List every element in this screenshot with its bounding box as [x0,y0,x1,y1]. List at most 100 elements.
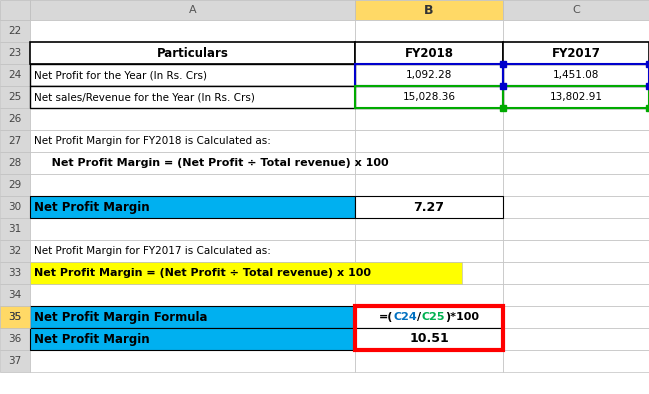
Bar [30,20,355,42]
Text: 30: 30 [8,202,21,212]
Bar [30,42,355,64]
Bar [503,306,649,328]
Bar [0,174,30,196]
Bar [30,64,355,86]
Bar [355,262,503,284]
Bar [503,20,649,42]
Bar [30,196,355,218]
Bar [355,86,503,108]
Text: 32: 32 [8,246,21,256]
Bar [503,108,649,130]
Bar [0,328,30,350]
Bar [30,262,355,284]
Text: 24: 24 [8,70,21,80]
Bar [355,284,503,306]
Bar [503,42,649,64]
Bar [503,86,649,108]
Bar [355,328,503,350]
Text: C25: C25 [421,312,445,322]
Text: Net Profit Margin = (Net Profit ÷ Total revenue) x 100: Net Profit Margin = (Net Profit ÷ Total … [40,158,389,168]
Bar [503,86,649,108]
Bar [0,86,30,108]
Bar [30,152,355,174]
Bar [503,350,649,372]
Bar [503,152,649,174]
Bar [355,42,503,64]
Bar [0,42,30,64]
Bar [0,152,30,174]
Bar [503,130,649,152]
Bar [355,328,503,350]
Text: Net Profit Margin: Net Profit Margin [34,333,150,346]
Bar [30,350,355,372]
Bar [503,240,649,262]
Text: 10.51: 10.51 [409,333,449,346]
Bar [355,306,503,328]
Bar [0,130,30,152]
Bar [355,350,503,372]
Bar [355,240,503,262]
Text: 29: 29 [8,180,21,190]
Text: Net Profit Margin for FY2018 is Calculated as:: Net Profit Margin for FY2018 is Calculat… [34,136,271,146]
Text: 15,028.36: 15,028.36 [402,92,456,102]
Bar [355,20,503,42]
Bar [355,196,503,218]
Bar [355,64,503,86]
Bar [355,86,503,108]
Text: Net Profit Margin Formula: Net Profit Margin Formula [34,310,208,323]
Bar [355,306,503,328]
Bar [30,306,355,328]
Bar [30,86,355,108]
Bar [30,64,355,86]
Text: A: A [189,5,196,15]
Bar [355,218,503,240]
Bar [0,306,30,328]
Text: B: B [424,4,434,17]
Bar [503,174,649,196]
Bar [30,328,355,350]
Bar [503,0,649,20]
Text: 35: 35 [8,312,21,322]
Bar [30,218,355,240]
Bar [0,196,30,218]
Text: Particulars: Particulars [156,46,228,59]
Text: C24: C24 [393,312,417,322]
Bar [503,42,649,64]
Text: 36: 36 [8,334,21,344]
Text: 31: 31 [8,224,21,234]
Text: 1,092.28: 1,092.28 [406,70,452,80]
Bar [0,20,30,42]
Bar [503,196,649,218]
Text: C: C [572,5,580,15]
Bar [0,262,30,284]
Text: Net Profit for the Year (In Rs. Crs): Net Profit for the Year (In Rs. Crs) [34,70,207,80]
Bar [0,0,30,20]
Bar [355,130,503,152]
Bar [0,64,30,86]
Bar [0,350,30,372]
Bar [30,284,355,306]
Text: =(: =( [379,312,393,322]
Bar [30,262,461,284]
Bar [30,108,355,130]
Bar [30,86,355,108]
Text: )*100: )*100 [445,312,479,322]
Bar [30,306,355,328]
Bar [30,174,355,196]
Text: 7.27: 7.27 [413,201,445,214]
Bar [503,64,649,86]
Bar [0,306,30,328]
Text: FY2017: FY2017 [552,46,600,59]
Text: 34: 34 [8,290,21,300]
Bar [0,284,30,306]
Bar [0,218,30,240]
Bar [355,152,503,174]
Bar [355,86,503,108]
Bar [355,108,503,130]
Bar [355,64,503,86]
Text: 1,451.08: 1,451.08 [553,70,599,80]
Bar [30,42,355,64]
Text: 22: 22 [8,26,21,36]
Text: 23: 23 [8,48,21,58]
Bar [355,42,503,64]
